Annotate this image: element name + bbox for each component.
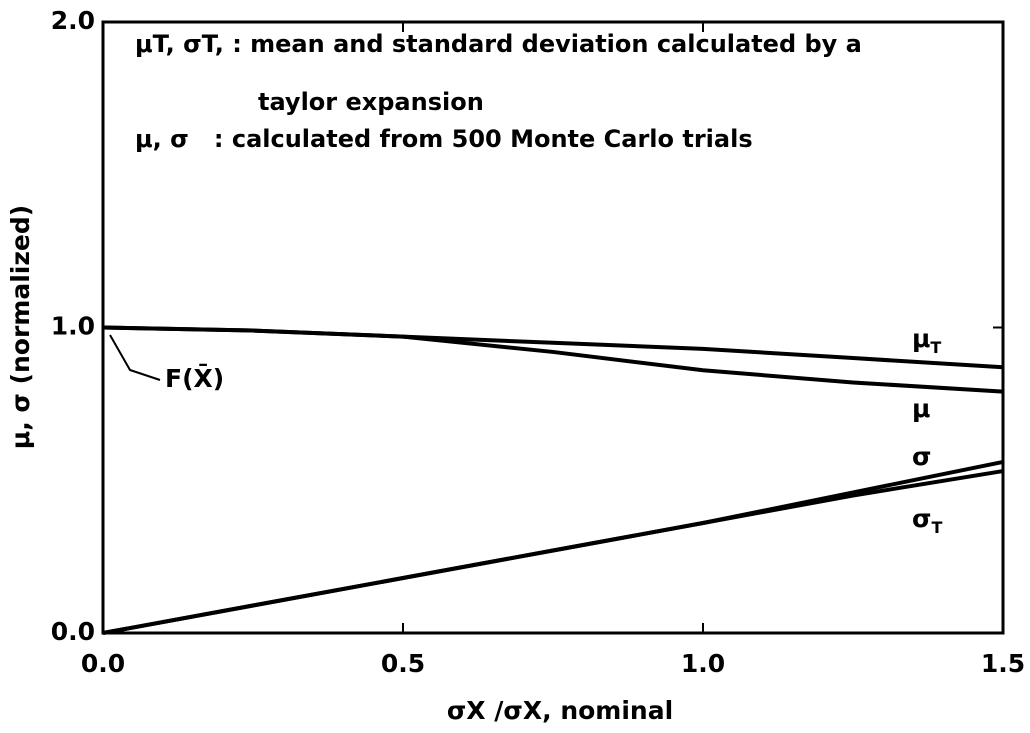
annotation-arrow (109, 334, 161, 381)
annotation: μT, σT, : mean and standard deviation ca… (135, 30, 862, 58)
data-line (102, 325, 1004, 394)
series-label: μT (912, 324, 941, 357)
y-tick-label: 2.0 (51, 6, 95, 35)
annotation: taylor expansion (258, 88, 484, 116)
y-tick-label: 1.0 (51, 312, 95, 341)
plot-frame (101, 20, 1005, 635)
series-label: μ (912, 394, 930, 423)
x-tick-label: 0.0 (81, 649, 125, 678)
annotation: μ, σ : calculated from 500 Monte Carlo t… (135, 125, 753, 153)
x-axis-label: σX /σX, nominal (447, 696, 673, 725)
data-line (102, 325, 1004, 370)
y-tick-label: 0.0 (51, 617, 95, 646)
x-tick-label: 0.5 (381, 649, 425, 678)
x-tick-label: 1.0 (681, 649, 725, 678)
y-axis-label: μ, σ (normalized) (6, 205, 35, 449)
series-label: σT (912, 504, 942, 537)
x-tick-label: 1.5 (981, 649, 1025, 678)
data-line (102, 469, 1004, 635)
series-label: σ (912, 442, 931, 471)
annotation: F(X̄) (165, 362, 224, 393)
